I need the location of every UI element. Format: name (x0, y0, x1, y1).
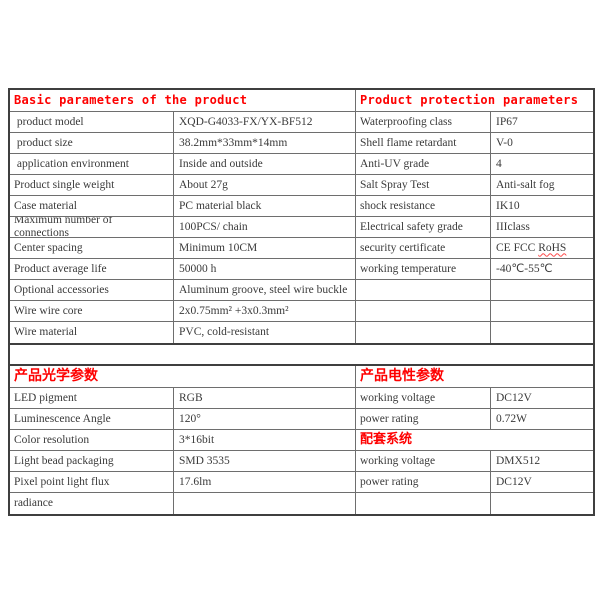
param-label-cell: Case material (10, 196, 174, 217)
param-label-cell: Shell flame retardant (356, 133, 491, 154)
param-value-cell: Anti-salt fog (491, 175, 593, 196)
param-value-cell: IP67 (491, 112, 593, 133)
param-label-cell: Wire wire core (10, 301, 174, 322)
param-value-cell: PVC, cold-resistant (174, 322, 356, 343)
param-label-cell: Product average life (10, 259, 174, 280)
param-label-cell: Pixel point light flux (10, 472, 174, 493)
param-value-cell: 100PCS/ chain (174, 217, 356, 238)
param-value-cell: 4 (491, 154, 593, 175)
param-label-cell: shock resistance (356, 196, 491, 217)
table-optical-electrical: 产品光学参数 产品电性参数 LED pigment RGB working voltag… (10, 366, 593, 514)
param-value-cell: PC material black (174, 196, 356, 217)
param-value-cell: 3*16bit (174, 430, 356, 451)
param-label-cell: Wire material (10, 322, 174, 343)
param-value-cell: Inside and outside (174, 154, 356, 175)
table-header-left: Basic parameters of the product (10, 90, 356, 112)
param-value-cell: IK10 (491, 196, 593, 217)
value-text: CE FCC (496, 241, 539, 254)
param-value-cell: 2x0.75mm² +3x0.3mm² (174, 301, 356, 322)
param-label-cell: LED pigment (10, 388, 174, 409)
param-value-cell: 120° (174, 409, 356, 430)
param-label-cell (356, 493, 491, 514)
param-value-cell (491, 280, 593, 301)
param-value-cell: 0.72W (491, 409, 593, 430)
param-label-cell: Maximum number of connections (10, 217, 174, 238)
param-value-cell: 38.2mm*33mm*14mm (174, 133, 356, 154)
param-value-cell (491, 322, 593, 343)
param-value-cell: RGB (174, 388, 356, 409)
param-label-cell: Luminescence Angle (10, 409, 174, 430)
param-label-cell: power rating (356, 472, 491, 493)
param-value-cell: DMX512 (491, 451, 593, 472)
param-value-cell (174, 493, 356, 514)
param-label-cell: power rating (356, 409, 491, 430)
param-label-cell: product model (10, 112, 174, 133)
param-label-cell: Product single weight (10, 175, 174, 196)
param-value-cell (491, 493, 593, 514)
param-value-cell: Minimum 10CM (174, 238, 356, 259)
param-label-cell (356, 322, 491, 343)
param-label-cell: product size (10, 133, 174, 154)
param-value-cell (491, 301, 593, 322)
param-value-cell: DC12V (491, 388, 593, 409)
param-label-cell: Light bead packaging (10, 451, 174, 472)
spec-sheet: Basic parameters of the product Product p… (8, 88, 595, 516)
param-label-cell (356, 280, 491, 301)
table-basic-protection: Basic parameters of the product Product p… (10, 90, 593, 343)
param-label-cell: Waterproofing class (356, 112, 491, 133)
table-gap (10, 343, 593, 366)
param-value-cell: 50000 h (174, 259, 356, 280)
param-label-cell: working voltage (356, 388, 491, 409)
param-value-cell: SMD 3535 (174, 451, 356, 472)
param-label-cell (356, 301, 491, 322)
param-value-cell: V-0 (491, 133, 593, 154)
param-value-cell: CE FCC RoHS (491, 238, 593, 259)
param-value-cell: Aluminum groove, steel wire buckle (174, 280, 356, 301)
section-header-cell: 配套系统 (356, 430, 593, 451)
param-value-cell: About 27g (174, 175, 356, 196)
param-label-cell: application environment (10, 154, 174, 175)
param-label-cell: working temperature (356, 259, 491, 280)
param-label-cell: Color resolution (10, 430, 174, 451)
param-label-cell: radiance (10, 493, 174, 514)
param-value-cell: IIIclass (491, 217, 593, 238)
param-value-cell: 17.6lm (174, 472, 356, 493)
param-value-cell: DC12V (491, 472, 593, 493)
param-value-cell: XQD-G4033-FX/YX-BF512 (174, 112, 356, 133)
param-label-cell: Anti-UV grade (356, 154, 491, 175)
param-label-cell: Center spacing (10, 238, 174, 259)
param-label-cell: working voltage (356, 451, 491, 472)
spellcheck-underlined-text: RoHS (538, 241, 567, 254)
param-label-cell: Electrical safety grade (356, 217, 491, 238)
table-header-right: 产品电性参数 (356, 366, 593, 388)
param-label-cell: Salt Spray Test (356, 175, 491, 196)
param-value-cell: -40℃-55℃ (491, 259, 593, 280)
param-label-cell: security certificate (356, 238, 491, 259)
param-label-cell: Optional accessories (10, 280, 174, 301)
table-header-left: 产品光学参数 (10, 366, 356, 388)
table-header-right: Product protection parameters (356, 90, 593, 112)
